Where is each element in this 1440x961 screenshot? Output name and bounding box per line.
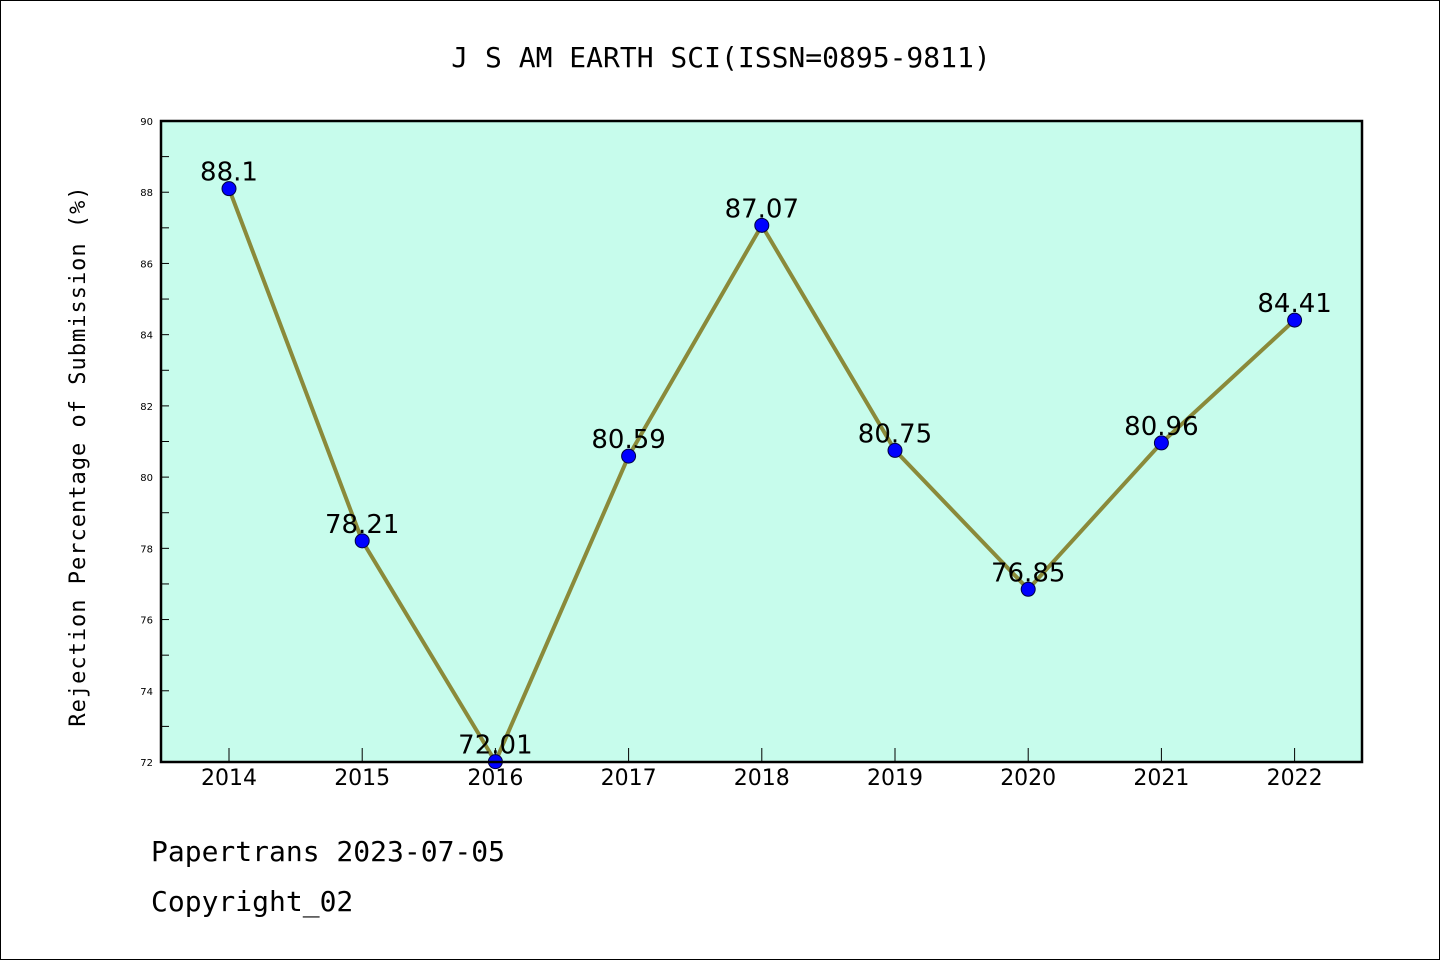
y-tick-label: 86 bbox=[140, 259, 153, 270]
data-label: 87.07 bbox=[725, 194, 799, 224]
y-tick-label: 74 bbox=[140, 687, 153, 698]
x-tick-label: 2014 bbox=[201, 766, 257, 791]
chart-marks: 72 74 76 78 80 82 84 86 88 90 2014 2015 2016 2017 2018… bbox=[140, 117, 1332, 791]
data-label: 88.1 bbox=[200, 158, 258, 188]
x-tick-label: 2022 bbox=[1267, 766, 1323, 791]
chart-title: J S AM EARTH SCI(ISSN=0895-9811) bbox=[451, 41, 990, 74]
data-label: 72.01 bbox=[458, 731, 532, 761]
y-tick-label: 82 bbox=[140, 402, 153, 413]
data-point bbox=[621, 448, 637, 464]
data-label: 76.85 bbox=[991, 558, 1065, 588]
data-point bbox=[1287, 312, 1303, 328]
data-point bbox=[754, 217, 770, 233]
x-tick-label: 2016 bbox=[467, 766, 523, 791]
footer-date: Papertrans 2023-07-05 bbox=[151, 835, 506, 868]
data-point bbox=[1020, 581, 1036, 597]
plot-border bbox=[159, 119, 1364, 764]
x-tick-label: 2015 bbox=[334, 766, 390, 791]
data-label: 80.59 bbox=[591, 425, 665, 455]
y-tick-label: 84 bbox=[140, 331, 153, 342]
x-tick-label: 2017 bbox=[601, 766, 657, 791]
y-axis-label: Rejection Percentage of Submission (%) bbox=[66, 185, 91, 726]
y-tick-label: 90 bbox=[140, 117, 153, 128]
data-label: 84.41 bbox=[1257, 289, 1331, 319]
data-label: 80.96 bbox=[1124, 412, 1198, 442]
y-tick-label: 78 bbox=[140, 544, 153, 555]
data-point bbox=[221, 181, 237, 197]
data-label: 78.21 bbox=[325, 510, 399, 540]
x-tick-label: 2020 bbox=[1000, 766, 1056, 791]
data-point bbox=[1153, 435, 1169, 451]
y-tick-label: 88 bbox=[140, 188, 153, 199]
x-tick-label: 2019 bbox=[867, 766, 923, 791]
x-tick-label: 2018 bbox=[734, 766, 790, 791]
x-tick-label: 2021 bbox=[1133, 766, 1189, 791]
data-point bbox=[887, 442, 903, 458]
footer-copyright: Copyright_02 bbox=[151, 885, 354, 918]
data-point bbox=[354, 533, 370, 549]
data-label: 80.75 bbox=[858, 419, 932, 449]
y-tick-label: 80 bbox=[140, 473, 153, 484]
y-tick-label: 76 bbox=[140, 616, 153, 627]
y-tick-label: 72 bbox=[140, 758, 153, 769]
